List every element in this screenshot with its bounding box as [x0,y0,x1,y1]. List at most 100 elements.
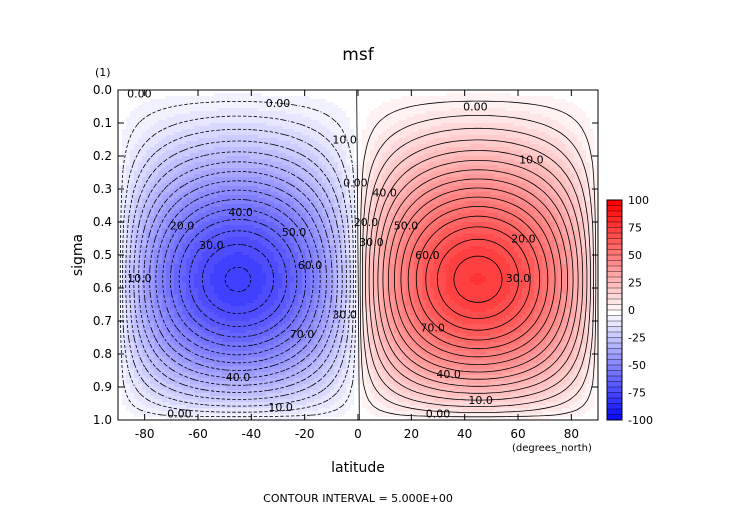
heat-cell [334,156,339,160]
heat-cell [306,198,311,202]
heat-cell [274,192,279,196]
heat-cell [518,144,523,148]
heat-cell [570,99,575,103]
heat-cell [538,183,543,187]
heat-cell [430,210,435,214]
heat-cell [498,180,503,184]
heat-cell [562,201,567,205]
heat-cell [558,177,563,181]
heat-cell [246,201,251,205]
heat-cell [538,105,543,109]
heat-cell [250,192,255,196]
heat-cell [266,129,271,133]
heat-cell [522,207,527,211]
heat-cell [550,210,555,214]
heat-cell [170,156,175,160]
heat-cell [178,195,183,199]
heat-cell [130,105,135,109]
heat-cell [166,132,171,136]
heat-cell [298,201,303,205]
heat-cell [426,123,431,127]
heat-cell [166,144,171,148]
heat-cell [182,189,187,193]
heat-cell [226,201,231,205]
heat-cell [454,210,459,214]
heat-cell [554,168,559,172]
heat-cell [394,144,399,148]
heat-cell [310,183,315,187]
heat-cell [338,111,343,115]
heat-cell [122,165,127,169]
heat-cell [226,120,231,124]
heat-cell [350,177,355,181]
heat-cell [270,177,275,181]
heat-cell [154,189,159,193]
heat-cell [374,201,379,205]
heat-cell [322,123,327,127]
heat-cell [434,183,439,187]
heat-cell [478,147,483,151]
heat-cell [306,213,311,217]
heat-cell [514,129,519,133]
heat-cell [250,96,255,100]
heat-cell [294,90,299,94]
heat-cell [306,192,311,196]
heat-cell [210,207,215,211]
heat-cell [206,93,211,97]
heat-cell [562,207,567,211]
heat-cell [118,105,123,109]
heat-cell [406,156,411,160]
heat-cell [442,126,447,130]
heat-cell [422,141,427,145]
heat-cell [390,213,395,217]
heat-cell [370,213,375,217]
heat-cell [386,132,391,136]
heat-cell [578,90,583,94]
heat-cell [574,156,579,160]
heat-cell [534,96,539,100]
heat-cell [418,105,423,109]
heat-cell [450,165,455,169]
heat-cell [350,210,355,214]
heat-cell [242,90,247,94]
heat-cell [162,165,167,169]
heat-cell [286,213,291,217]
heat-cell [466,150,471,154]
heat-cell [466,93,471,97]
heat-cell [182,210,187,214]
heat-cell [474,162,479,166]
heat-cell [410,90,415,94]
heat-cell [418,90,423,94]
heat-cell [570,105,575,109]
heat-cell [166,96,171,100]
heat-cell [370,198,375,202]
heat-cell [266,93,271,97]
heat-cell [574,141,579,145]
heat-cell [262,210,267,214]
heat-cell [414,141,419,145]
heat-cell [466,177,471,181]
heat-cell [354,198,359,202]
heat-cell [438,96,443,100]
heat-cell [570,189,575,193]
heat-cell [586,177,591,181]
heat-cell [238,102,243,106]
heat-cell [258,207,263,211]
heat-cell [430,204,435,208]
heat-cell [338,141,343,145]
heat-cell [446,120,451,124]
heat-cell [450,111,455,115]
heat-cell [566,132,571,136]
heat-cell [478,141,483,145]
heat-cell [218,105,223,109]
heat-cell [238,177,243,181]
heat-cell [362,129,367,133]
heat-cell [410,150,415,154]
heat-cell [234,186,239,190]
heat-cell [322,153,327,157]
heat-cell [526,180,531,184]
heat-cell [142,156,147,160]
heat-cell [594,195,598,199]
heat-cell [290,198,295,202]
heat-cell [554,141,559,145]
